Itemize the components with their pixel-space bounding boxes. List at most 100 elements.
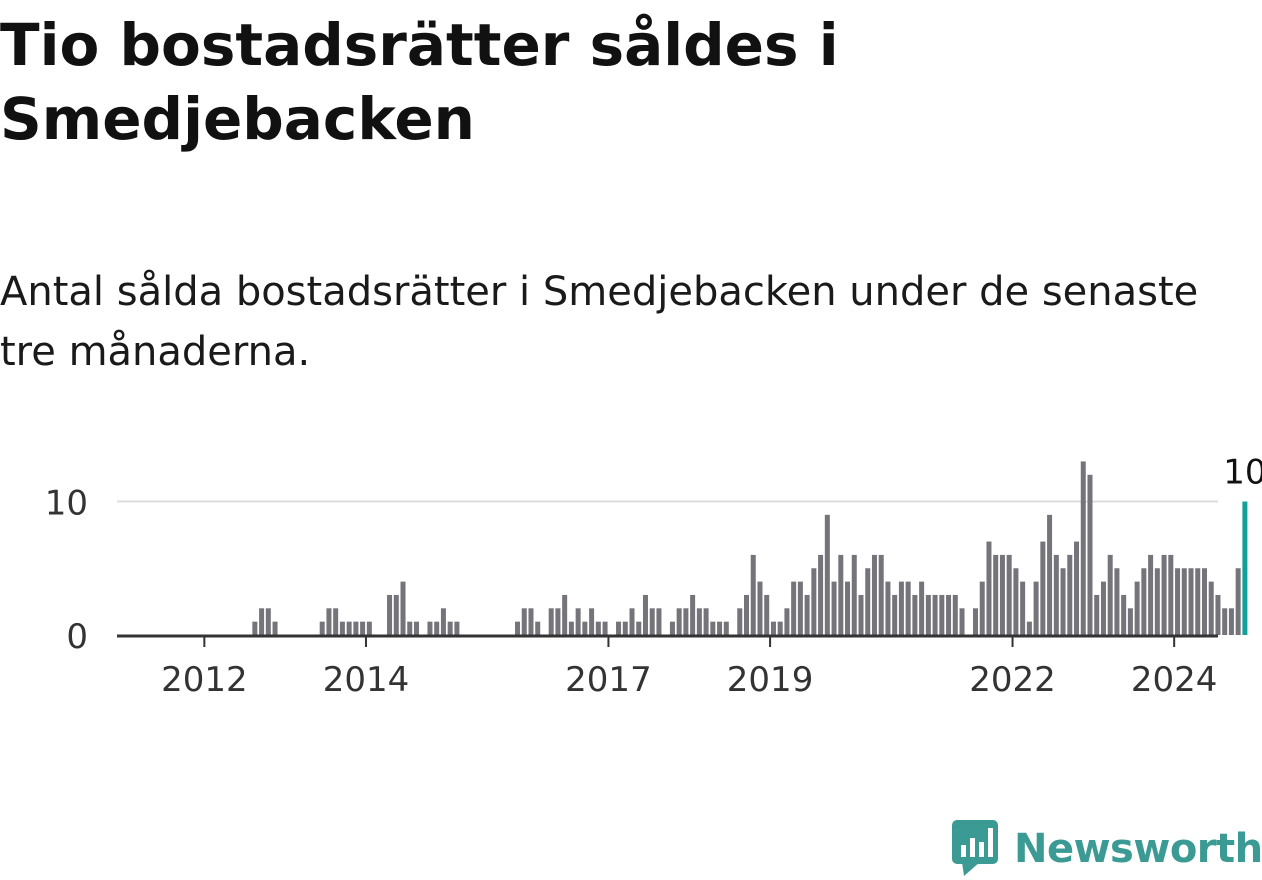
bar (777, 621, 783, 635)
bar (454, 621, 460, 635)
bar (575, 608, 581, 635)
bar (1168, 554, 1174, 635)
bar (993, 554, 999, 635)
bar (1181, 568, 1187, 635)
bar (946, 594, 952, 635)
bar (568, 621, 574, 635)
bar (1107, 554, 1113, 635)
bar (1026, 621, 1032, 635)
newsworthy-chart-bubble-icon (952, 820, 998, 876)
bar (1060, 568, 1066, 635)
bar (1053, 554, 1059, 635)
bar (925, 594, 931, 635)
bar (898, 581, 904, 635)
bar (259, 608, 265, 635)
bar (1188, 568, 1194, 635)
x-tick-label: 2019 (727, 660, 814, 700)
bar (1127, 608, 1133, 635)
bar (440, 608, 446, 635)
bar (1067, 554, 1073, 635)
bar (696, 608, 702, 635)
highlight-value-label: 10 (1223, 453, 1262, 493)
bar (1215, 594, 1221, 635)
bar (892, 594, 898, 635)
bar (548, 608, 554, 635)
x-tick-label: 2014 (323, 660, 410, 700)
bar (905, 581, 911, 635)
bar (366, 621, 372, 635)
bar (1013, 568, 1019, 635)
bar (1228, 608, 1234, 635)
bar (636, 621, 642, 635)
axis-layer: 0 10 10 2012 2014 2017 2019 2022 2024 (45, 453, 1262, 701)
bar (252, 621, 258, 635)
bar (797, 581, 803, 635)
bar (427, 621, 433, 635)
bar (535, 621, 541, 635)
y-tick-label: 0 (66, 617, 88, 657)
bar (1235, 568, 1241, 635)
bar (589, 608, 595, 635)
bar (804, 594, 810, 635)
bar (521, 608, 527, 635)
bar (1080, 461, 1086, 635)
bar (1141, 568, 1147, 635)
bar (737, 608, 743, 635)
bar (1195, 568, 1201, 635)
bar (1100, 581, 1106, 635)
bar (845, 581, 851, 635)
bar (528, 608, 534, 635)
x-tick-label: 2022 (969, 660, 1056, 700)
bar (1175, 568, 1181, 635)
bar (710, 621, 716, 635)
bar (878, 554, 884, 635)
bar (690, 594, 696, 635)
bar (1148, 554, 1154, 635)
bar (649, 608, 655, 635)
bar (865, 568, 871, 635)
bar (932, 594, 938, 635)
bar (1047, 514, 1053, 635)
bar (346, 621, 352, 635)
bar (669, 621, 675, 635)
bar (764, 594, 770, 635)
x-tick-label: 2017 (565, 660, 652, 700)
bar (629, 608, 635, 635)
bar (400, 581, 406, 635)
bar (831, 581, 837, 635)
bar (656, 608, 662, 635)
highlight-bar (1242, 501, 1248, 635)
bar (811, 568, 817, 635)
bar (912, 594, 918, 635)
bar (939, 594, 945, 635)
bar (1154, 568, 1160, 635)
bar (360, 621, 366, 635)
bar (683, 608, 689, 635)
bar (602, 621, 608, 635)
bar-chart: 0 10 10 2012 2014 2017 2019 2022 2024 (45, 453, 1262, 701)
bar (434, 621, 440, 635)
bar (871, 554, 877, 635)
bars-layer (252, 461, 1248, 635)
bar (555, 608, 561, 635)
bar (999, 554, 1005, 635)
chart-title: Tio bostadsrätter såldes i Smedjebacken (0, 11, 839, 153)
bar (622, 621, 628, 635)
bar (885, 581, 891, 635)
bar (407, 621, 413, 635)
bar (1020, 581, 1026, 635)
bar (784, 608, 790, 635)
bar (973, 608, 978, 635)
bar (1087, 474, 1093, 635)
bar (818, 554, 824, 635)
bar (1074, 541, 1080, 635)
bar (1222, 608, 1228, 635)
bar (1161, 554, 1167, 635)
bar (851, 554, 857, 635)
bar (744, 594, 749, 635)
bar (791, 581, 797, 635)
bar (919, 581, 925, 635)
bar (1134, 581, 1140, 635)
chart-subtitle: Antal sålda bostadsrätter i Smedjebacken… (0, 269, 1199, 375)
bar (1208, 581, 1214, 635)
